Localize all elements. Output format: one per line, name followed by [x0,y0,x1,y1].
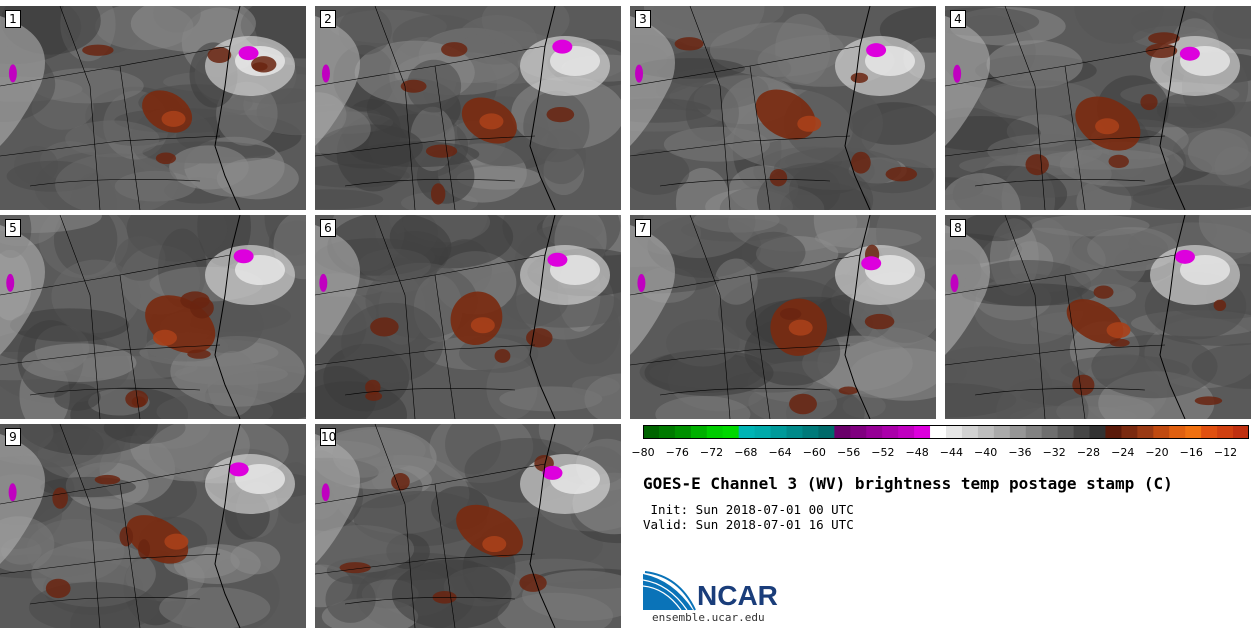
colorbar-tick-label: −72 [699,446,724,459]
panel-number: 1 [5,10,21,28]
colorbar-tick-label: −12 [1213,446,1238,459]
colorbar-swatch [786,425,803,439]
colorbar-tick-label: −44 [939,446,963,459]
colorbar-tick-label: −32 [1042,446,1066,459]
panel-number: 7 [635,219,651,237]
colorbar-swatch [738,425,756,439]
colorbar-tick-label: −76 [665,446,689,459]
colorbar-swatch [674,425,692,439]
wv-field-image [0,215,306,419]
panel-number: 8 [950,219,966,237]
colorbar-swatch [834,425,851,439]
colorbar-tick-label: −56 [836,446,861,459]
colorbar-swatch [754,425,772,439]
panel-6: 6 [315,215,621,419]
panel-10: 10 [315,424,621,628]
colorbar-tick-label: −64 [768,446,792,459]
colorbar-swatch [993,425,1011,439]
colorbar-tick-label: −16 [1179,446,1203,459]
colorbar-swatch [930,425,947,439]
colorbar-tick-label: −24 [1111,446,1135,459]
colorbar-swatch [961,425,979,439]
colorbar-swatch [1057,425,1075,439]
panel-5: 5 [0,215,306,419]
colorbar-swatch [1201,425,1218,439]
colorbar-swatch [722,425,740,439]
panel-7: 7 [630,215,936,419]
colorbar-swatch [882,425,899,439]
colorbar-swatch [946,425,963,439]
panel-number: 6 [320,219,336,237]
colorbar-swatch [658,425,676,439]
figure-title: GOES-E Channel 3 (WV) brightness temp po… [643,474,1173,493]
colorbar-tick-label: −20 [1145,446,1169,459]
colorbar-swatch [1025,425,1043,439]
logo-url: ensemble.ucar.edu [652,611,765,624]
wv-field-image [0,6,306,210]
colorbar-swatch [1233,425,1249,439]
colorbar-tick-label: −52 [871,446,895,459]
colorbar-swatch [977,425,995,439]
panel-3: 3 [630,6,936,210]
ncar-logo-icon [643,571,696,611]
colorbar-swatch [914,425,931,439]
wv-field-image [315,215,621,419]
ncar-logo-text: NCAR [697,580,778,611]
panel-9: 9 [0,424,306,628]
colorbar-tick-label: −28 [1076,446,1101,459]
wv-field-image [0,424,306,628]
colorbar-tick-label: −36 [1008,446,1032,459]
colorbar-swatch [1169,425,1186,439]
wv-field-image [315,6,621,210]
colorbar-swatch [1153,425,1170,439]
colorbar-swatch [1073,425,1091,439]
panel-number: 10 [320,428,337,446]
panel-number: 5 [5,219,21,237]
colorbar-swatch [1121,425,1138,439]
wv-field-image [945,6,1251,210]
colorbar-swatch [1009,425,1027,439]
colorbar-swatch [1089,425,1106,439]
colorbar-swatch [802,425,819,439]
colorbar-swatch [818,425,835,439]
colorbar-swatch [1217,425,1234,439]
panel-number: 9 [5,428,21,446]
colorbar-swatch [1185,425,1202,439]
panel-4: 4 [945,6,1251,210]
colorbar-swatch [1137,425,1154,439]
colorbar-swatch [850,425,867,439]
colorbar-swatch [1105,425,1122,439]
colorbar-tick-label: −60 [802,446,826,459]
valid-time: Valid: Sun 2018-07-01 16 UTC [643,517,854,532]
colorbar-tick-label: −48 [905,446,929,459]
colorbar-swatch [770,425,788,439]
wv-field-image [315,424,621,628]
panel-number: 3 [635,10,651,28]
panel-1: 1 [0,6,306,210]
colorbar-tick-label: −68 [734,446,758,459]
colorbar-swatch [690,425,708,439]
panel-8: 8 [945,215,1251,419]
colorbar [643,425,1249,439]
panel-number: 2 [320,10,336,28]
colorbar-swatch [643,425,660,439]
colorbar-swatch [1041,425,1059,439]
wv-field-image [630,6,936,210]
colorbar-swatch [866,425,883,439]
colorbar-tick-label: −80 [631,446,655,459]
wv-field-image [630,215,936,419]
colorbar-tick-label: −40 [974,446,998,459]
panel-2: 2 [315,6,621,210]
colorbar-swatch [706,425,724,439]
wv-field-image [945,215,1251,419]
colorbar-swatch [898,425,915,439]
panel-number: 4 [950,10,966,28]
init-time: Init: Sun 2018-07-01 00 UTC [643,502,854,517]
